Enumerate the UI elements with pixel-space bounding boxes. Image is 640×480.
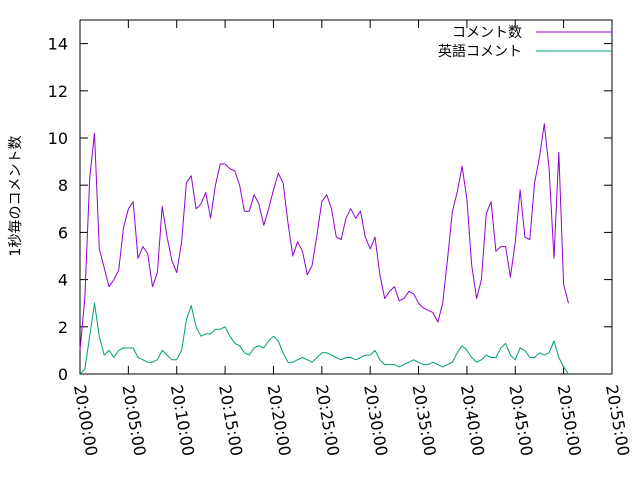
legend-label-comments: コメント数 xyxy=(452,25,522,41)
legend-label-english-comments: 英語コメント xyxy=(438,43,522,60)
y-tick-label: 0 xyxy=(58,365,68,384)
series-line-english-comments xyxy=(79,302,569,375)
legend: コメント数 英語コメント xyxy=(438,25,612,60)
plot-frame xyxy=(79,19,613,375)
y-tick-label: 8 xyxy=(58,176,68,195)
y-tick-label: 6 xyxy=(58,223,68,242)
y-tick-label: 10 xyxy=(48,129,68,148)
y-tick-label: 14 xyxy=(48,35,68,54)
y-axis-title: 1秒毎のコメント数 xyxy=(8,136,24,257)
series-line-comments xyxy=(79,123,569,351)
y-tick-label: 2 xyxy=(58,318,68,337)
series-group xyxy=(79,123,569,375)
y-axis: 0 2 4 6 8 10 12 14 xyxy=(48,35,612,384)
plot-border xyxy=(79,19,613,375)
y-tick-label: 12 xyxy=(48,82,68,101)
y-tick-label: 4 xyxy=(58,271,68,290)
